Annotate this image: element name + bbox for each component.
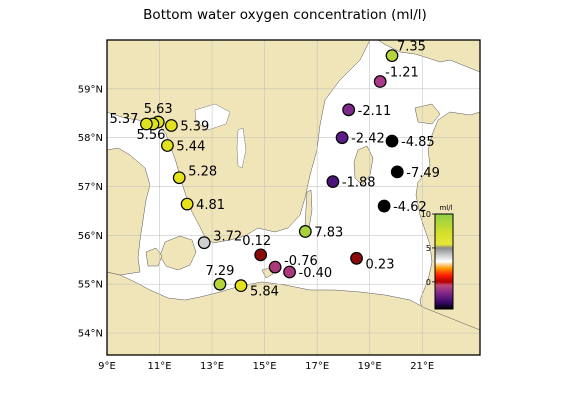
colorbar: ml/l 10 5 0	[421, 204, 454, 310]
map-title: Bottom water oxygen concentration (ml/l)	[143, 7, 427, 23]
station-marker[interactable]	[268, 260, 282, 274]
station-marker[interactable]	[390, 165, 404, 179]
station-value-label: 5.63	[144, 102, 173, 117]
colorbar-tick-label: 0	[426, 278, 431, 287]
station-marker[interactable]	[326, 175, 340, 189]
station-marker[interactable]	[350, 251, 363, 265]
colorbar-unit-label: ml/l	[439, 204, 452, 212]
station-marker[interactable]	[298, 225, 312, 238]
x-tick-label: 13°E	[200, 361, 224, 372]
y-tick-label: 55°N	[78, 280, 103, 291]
finland-landmass	[377, 40, 480, 73]
station-marker[interactable]	[164, 119, 178, 132]
y-axis-ticks: 54°N 55°N 56°N 57°N 58°N 59°N	[78, 84, 103, 339]
x-tick-label: 11°E	[148, 361, 172, 372]
station-value-label: 5.44	[176, 139, 205, 154]
station-value-label: -2.11	[358, 104, 392, 119]
station-marker[interactable]	[283, 265, 296, 279]
saaremaa-island	[414, 103, 441, 125]
station-value-label: 5.37	[109, 112, 138, 127]
y-tick-label: 54°N	[78, 329, 103, 340]
station-value-label: 5.84	[250, 285, 279, 300]
station-marker[interactable]	[254, 248, 268, 262]
stations-layer: 7.35 -1.21 -2.11 -2.42 -4.85 -7.49 -1.88 -4.62 7…	[109, 40, 439, 300]
x-tick-label: 9°E	[98, 361, 116, 372]
station-value-label: 5.39	[180, 119, 209, 134]
station-marker[interactable]	[377, 199, 391, 213]
y-tick-label: 56°N	[78, 231, 103, 242]
station-value-label: 0.12	[242, 234, 271, 249]
station-value-label: 4.81	[196, 198, 225, 213]
station-marker[interactable]	[385, 134, 399, 148]
x-tick-label: 19°E	[358, 361, 382, 372]
station-marker[interactable]	[180, 197, 194, 211]
colorbar-tick-label: 5	[426, 244, 431, 253]
funen-island	[145, 247, 163, 267]
station-value-label: -1.88	[342, 176, 376, 191]
station-value-label: -0.40	[299, 266, 333, 281]
station-value-label: -0.76	[284, 254, 318, 269]
station-value-label: 7.83	[314, 225, 343, 240]
y-tick-label: 59°N	[78, 84, 103, 95]
station-marker[interactable]	[385, 49, 399, 63]
station-marker[interactable]	[213, 277, 227, 291]
station-value-label: 5.56	[136, 128, 165, 143]
station-marker[interactable]	[234, 279, 248, 293]
y-tick-label: 58°N	[78, 133, 103, 144]
gotland-island	[353, 145, 374, 186]
colorbar-bar	[434, 213, 454, 310]
station-value-label: -1.21	[385, 66, 419, 81]
station-marker[interactable]	[172, 171, 186, 185]
station-value-label: 7.35	[397, 40, 426, 55]
station-marker[interactable]	[140, 117, 153, 131]
station-value-label: -4.62	[393, 200, 427, 215]
land-layer	[107, 40, 480, 355]
station-value-label: 5.28	[188, 165, 217, 180]
station-marker[interactable]	[197, 236, 211, 250]
x-tick-label: 15°E	[253, 361, 277, 372]
station-marker[interactable]	[161, 139, 174, 152]
x-axis-ticks: 9°E 11°E 13°E 15°E 17°E 19°E 21°E	[98, 361, 434, 372]
zealand-island	[159, 235, 197, 271]
station-marker[interactable]	[335, 131, 349, 145]
map-frame	[106, 39, 481, 356]
station-value-label: -7.49	[406, 166, 440, 181]
station-value-label: -2.42	[351, 132, 385, 147]
lake-vattern	[236, 127, 247, 169]
station-value-label: -4.85	[401, 135, 435, 150]
southern-coast	[107, 271, 480, 355]
station-value-label: 0.23	[366, 257, 395, 272]
lake-vanern	[194, 103, 231, 131]
station-marker[interactable]	[342, 103, 356, 117]
y-tick-label: 57°N	[78, 182, 103, 193]
x-tick-label: 21°E	[410, 361, 434, 372]
station-marker[interactable]	[373, 75, 387, 88]
station-value-label: 3.72	[213, 230, 242, 245]
x-tick-label: 17°E	[305, 361, 329, 372]
colorbar-tick-label: 10	[421, 210, 431, 219]
station-value-label: 7.29	[205, 264, 234, 279]
jutland-landmass	[107, 147, 151, 276]
